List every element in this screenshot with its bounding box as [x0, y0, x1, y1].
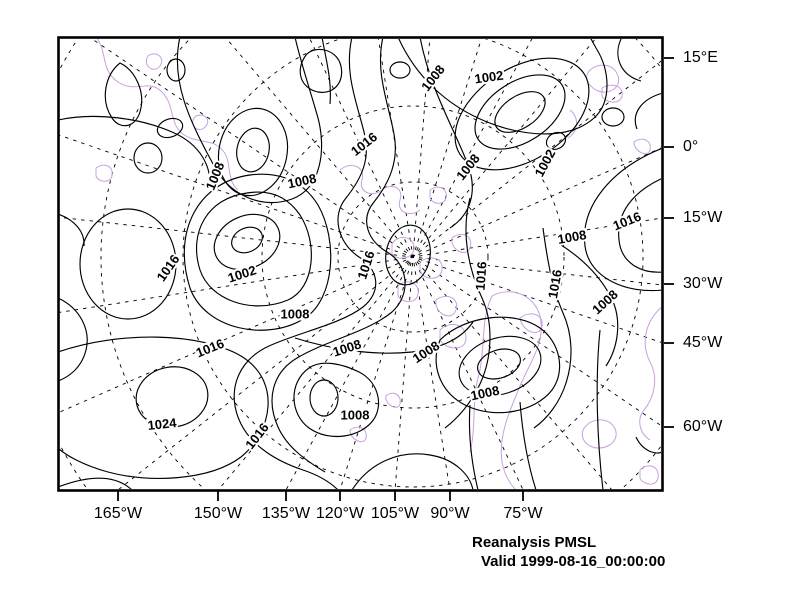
contour-line — [601, 107, 625, 127]
contour-line — [617, 39, 642, 82]
contour-line — [213, 213, 281, 271]
y-axis-label: 30°W — [683, 275, 723, 292]
coastline-path — [95, 164, 113, 182]
coastline-path — [391, 237, 415, 259]
coastline-path — [451, 233, 472, 253]
contour-line — [458, 335, 542, 397]
coastline-path — [349, 426, 367, 443]
contour-line — [59, 477, 132, 489]
latitude-circle — [100, 39, 661, 489]
coastline-path — [639, 307, 661, 441]
contour-line — [385, 224, 431, 286]
y-axis-label: 60°W — [683, 418, 723, 435]
x-axis-label: 135°W — [261, 505, 311, 522]
x-axis-label: 90°W — [430, 505, 470, 522]
contour-line — [176, 39, 323, 204]
contour-line — [474, 74, 566, 150]
axis-ticks — [117, 57, 674, 501]
latitude-circle — [261, 105, 565, 409]
coastline-path — [581, 419, 617, 449]
title-line-2: Valid 1999-08-16_00:00:00 — [481, 553, 666, 570]
contour-line — [233, 39, 377, 489]
contour-line — [634, 93, 661, 130]
y-axis-label: 15°W — [683, 209, 723, 226]
contour-line — [183, 173, 332, 331]
contour-line — [217, 107, 289, 197]
coastline-path — [385, 392, 401, 408]
contour-line — [618, 178, 661, 273]
coastline-path — [146, 53, 163, 70]
contour-label: 1008 — [339, 407, 371, 423]
plot-border — [57, 36, 664, 492]
contour-line — [419, 39, 473, 229]
latitude-circle — [337, 181, 489, 333]
contour-line — [236, 127, 270, 173]
coastline-path — [435, 295, 458, 317]
meridian-line — [59, 147, 661, 413]
contour-line — [494, 91, 546, 133]
coastline-path — [96, 39, 239, 191]
title-line-1: Reanalysis PMSL — [472, 534, 597, 551]
contour-line — [545, 131, 567, 151]
figure-title: Reanalysis PMSL Valid 1999-08-16_00:00:0… — [472, 533, 665, 571]
contour-line — [156, 117, 184, 139]
contour-label: 1016 — [472, 260, 490, 292]
x-axis-label: 120°W — [315, 505, 365, 522]
contour-label: 1008 — [279, 306, 311, 322]
contour-line — [133, 142, 163, 174]
coastline-path — [519, 313, 543, 333]
contour-line — [468, 404, 479, 489]
x-axis-label: 165°W — [93, 505, 143, 522]
x-axis-label: 150°W — [193, 505, 243, 522]
latitude-circle — [182, 39, 644, 488]
contour-line — [519, 401, 537, 489]
contour-line — [59, 297, 88, 382]
contour-line — [309, 379, 339, 417]
coastline-path — [633, 138, 651, 155]
coastline-path — [397, 281, 419, 302]
contour-line — [231, 226, 263, 254]
contour-line — [321, 39, 331, 105]
contour-line — [195, 191, 312, 307]
contour-line — [596, 329, 604, 489]
contour-line — [59, 115, 211, 191]
contour-line — [271, 39, 406, 473]
contour-line — [389, 61, 411, 79]
contour-line — [293, 362, 379, 437]
contour-label: 1024 — [145, 415, 179, 433]
contour-line — [635, 436, 661, 454]
contour-line — [352, 453, 474, 489]
contour-line — [166, 58, 186, 82]
x-axis-label: 105°W — [370, 505, 420, 522]
contour-line — [59, 336, 269, 479]
contour-line — [477, 348, 521, 380]
coastline-path — [439, 323, 467, 349]
y-axis-label: 0° — [683, 138, 699, 155]
contour-line — [299, 48, 343, 93]
coastline-path — [491, 291, 542, 489]
y-axis-label: 15°E — [683, 49, 718, 66]
coastline-path — [192, 114, 209, 130]
y-axis-label: 45°W — [683, 334, 723, 351]
coastline-path — [601, 84, 623, 103]
contour-line — [104, 62, 143, 127]
coastline-path — [639, 465, 659, 485]
coastlines — [95, 39, 661, 489]
coastline-path — [469, 295, 493, 453]
x-axis-label: 75°W — [503, 505, 543, 522]
coastline-path — [429, 186, 447, 204]
contour-line — [435, 316, 561, 414]
contour-line — [59, 213, 85, 247]
contour-line — [583, 148, 661, 292]
